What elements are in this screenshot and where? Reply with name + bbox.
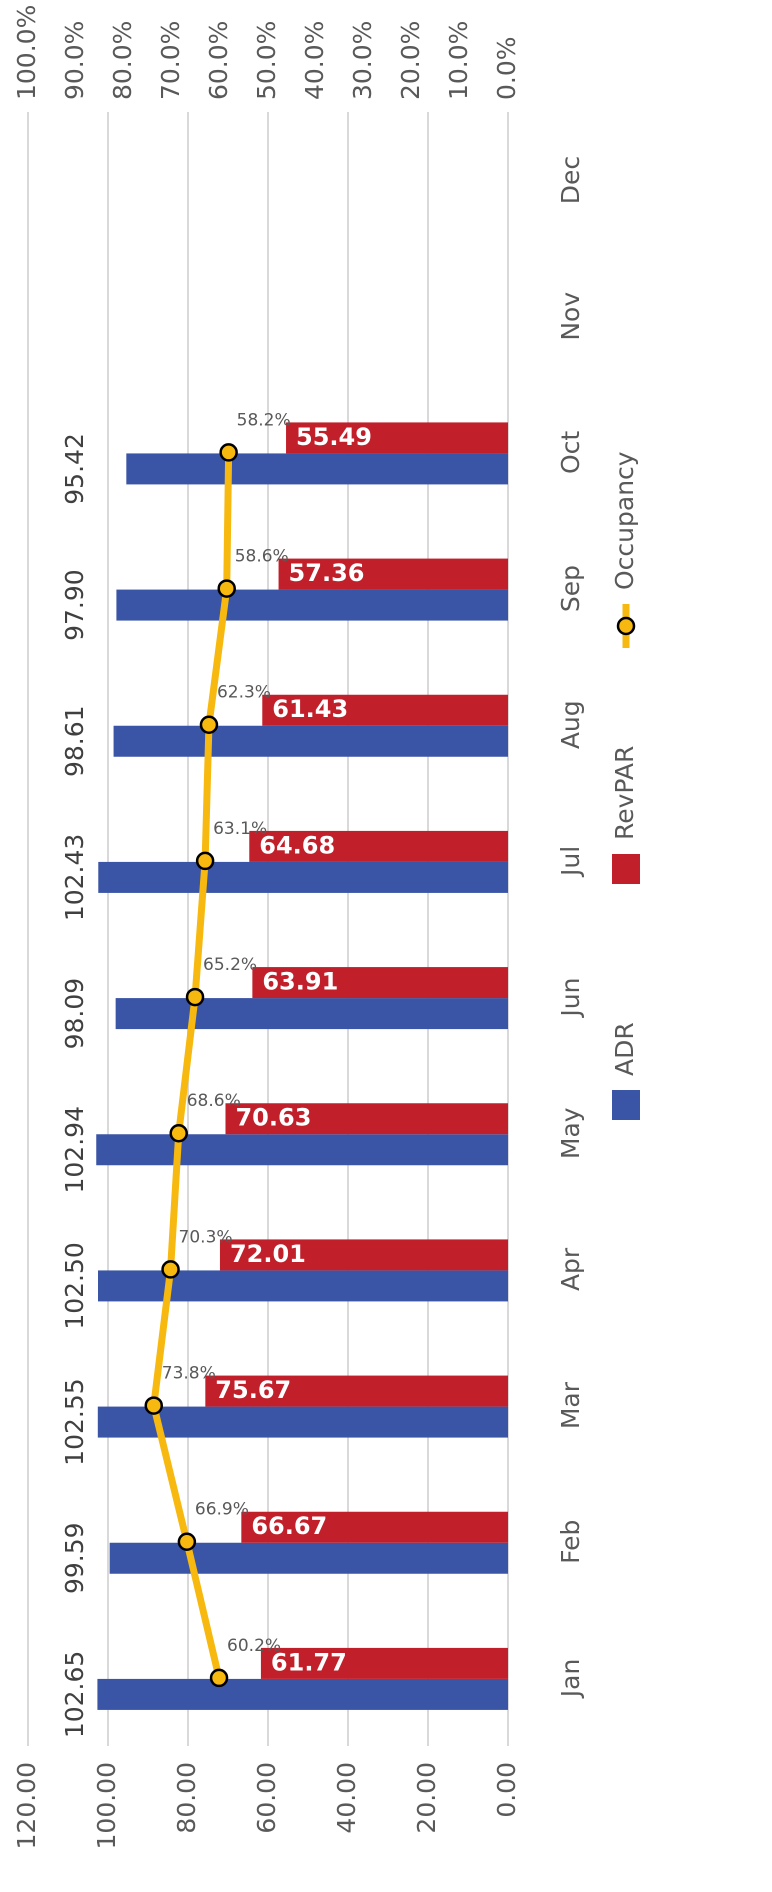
marker xyxy=(195,851,215,871)
x-tick-label: Aug xyxy=(556,700,585,749)
data-label: 102.55 xyxy=(60,1378,89,1465)
marker xyxy=(209,1668,229,1688)
marker xyxy=(219,443,238,462)
data-label: 98.09 xyxy=(60,978,89,1050)
bar xyxy=(96,1134,509,1166)
data-label: 102.65 xyxy=(60,1651,89,1738)
data-label: 63.91 xyxy=(262,968,338,996)
bar xyxy=(262,694,508,726)
data-label: 98.61 xyxy=(60,705,89,777)
line xyxy=(150,452,233,1679)
data-label: 102.50 xyxy=(60,1242,89,1329)
bar xyxy=(116,589,509,621)
marker xyxy=(217,579,236,598)
x-tick-label: May xyxy=(556,1107,585,1159)
x-tick-label: Dec xyxy=(556,156,585,204)
marker xyxy=(199,715,219,734)
marker xyxy=(161,1260,180,1279)
data-label: 66.67 xyxy=(251,1512,327,1540)
y2-tick-label: 50.0% xyxy=(252,21,281,100)
bar xyxy=(97,1678,509,1710)
data-label: 102.94 xyxy=(60,1106,89,1193)
bar xyxy=(225,1103,508,1135)
data-label: 68.6% xyxy=(187,1091,241,1111)
data-label: 70.63 xyxy=(235,1104,311,1132)
bar xyxy=(219,1239,509,1271)
y2-tick-label: 60.0% xyxy=(204,21,233,100)
legend-label: Occupancy xyxy=(610,451,639,590)
data-label: 73.8% xyxy=(162,1364,216,1384)
data-label: 66.9% xyxy=(195,1500,249,1520)
x-tick-label: Mar xyxy=(556,1381,585,1429)
marker xyxy=(185,987,205,1007)
x-tick-label: Apr xyxy=(556,1247,585,1291)
legend-swatch xyxy=(612,854,640,884)
y-tick-label: 60.00 xyxy=(252,1762,281,1834)
data-label: 75.67 xyxy=(215,1376,291,1404)
bar xyxy=(109,1542,508,1574)
bar xyxy=(260,1647,509,1679)
bar xyxy=(252,967,508,999)
legend-swatch xyxy=(616,616,636,636)
data-label: 95.42 xyxy=(60,433,89,505)
bar xyxy=(113,725,508,757)
bar xyxy=(286,422,509,454)
y-tick-label: 40.00 xyxy=(332,1762,361,1834)
bar xyxy=(241,1511,508,1543)
y-tick-label: 100.00 xyxy=(92,1762,121,1849)
data-label: 58.2% xyxy=(237,410,291,430)
y2-tick-label: 40.0% xyxy=(300,21,329,100)
data-label: 63.1% xyxy=(213,819,267,839)
x-tick-label: Jun xyxy=(556,978,585,1019)
x-tick-label: Oct xyxy=(556,431,585,474)
data-label: 102.43 xyxy=(60,834,89,921)
data-label: 99.59 xyxy=(60,1522,89,1594)
bar xyxy=(98,1270,508,1302)
data-label: 72.01 xyxy=(230,1240,306,1268)
marker xyxy=(144,1396,164,1415)
data-label: 61.77 xyxy=(271,1648,347,1676)
marker xyxy=(169,1124,188,1143)
y2-tick-label: 90.0% xyxy=(60,21,89,100)
data-label: 62.3% xyxy=(217,683,271,703)
data-label: 61.43 xyxy=(272,695,348,723)
data-label: 65.2% xyxy=(203,955,257,975)
x-tick-label: Jan xyxy=(556,1659,585,1700)
data-label: 97.90 xyxy=(60,569,89,641)
y2-tick-label: 10.0% xyxy=(444,21,473,100)
legend-swatch xyxy=(612,1090,640,1120)
bar xyxy=(97,1406,509,1438)
data-label: 60.2% xyxy=(227,1636,281,1656)
data-label: 55.49 xyxy=(296,423,372,451)
x-tick-label: Nov xyxy=(556,292,585,341)
y2-tick-label: 80.0% xyxy=(108,21,137,100)
y-tick-label: 20.00 xyxy=(412,1762,441,1834)
y2-tick-label: 0.0% xyxy=(492,36,521,100)
data-label: 57.36 xyxy=(289,559,365,587)
bar xyxy=(115,998,508,1030)
y2-tick-label: 30.0% xyxy=(348,21,377,100)
x-tick-label: Sep xyxy=(556,565,585,612)
data-label: 64.68 xyxy=(259,831,335,859)
bar xyxy=(98,861,508,893)
y2-tick-label: 70.0% xyxy=(156,21,185,100)
bar xyxy=(126,453,508,485)
y2-tick-label: 100.0% xyxy=(12,5,41,100)
bar xyxy=(278,558,508,590)
y-tick-label: 0.00 xyxy=(492,1762,521,1818)
y-tick-label: 120.00 xyxy=(12,1762,41,1849)
data-label: 58.6% xyxy=(235,547,289,567)
bar xyxy=(205,1375,508,1407)
marker xyxy=(177,1532,197,1551)
y2-tick-label: 20.0% xyxy=(396,21,425,100)
legend-label: RevPAR xyxy=(610,746,639,840)
legend-label: ADR xyxy=(610,1022,639,1076)
x-tick-label: Jul xyxy=(556,846,585,878)
data-label: 70.3% xyxy=(179,1227,233,1247)
x-tick-label: Feb xyxy=(556,1520,585,1564)
y-tick-label: 80.00 xyxy=(172,1762,201,1834)
bar xyxy=(249,830,508,862)
